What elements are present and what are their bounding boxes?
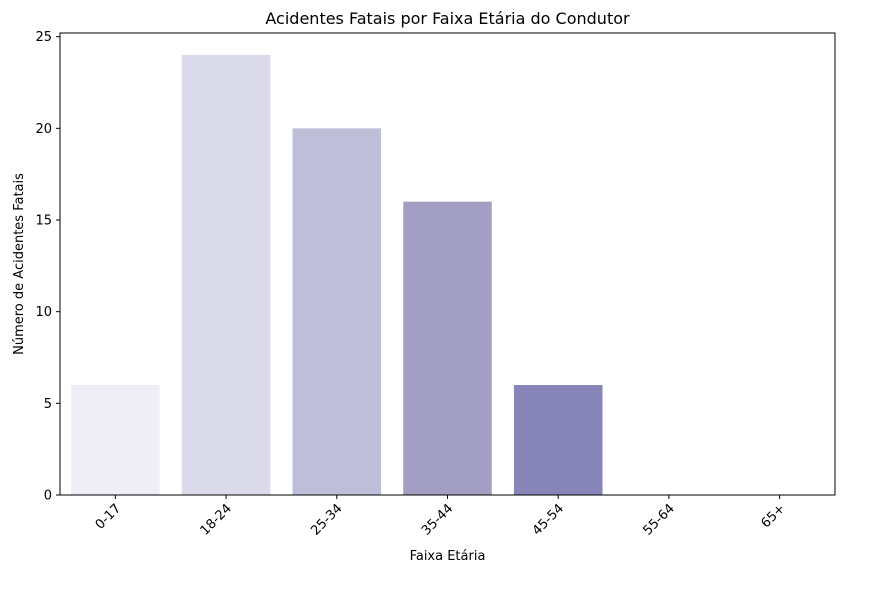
x-tick-label: 18-24 xyxy=(198,501,235,538)
x-tick-label: 55-64 xyxy=(640,501,677,538)
x-axis-title: Faixa Etária xyxy=(410,549,486,564)
bar-18-24 xyxy=(181,55,271,495)
y-tick-label: 10 xyxy=(35,305,52,320)
y-tick-label: 0 xyxy=(44,489,52,504)
bar-25-34 xyxy=(292,128,382,496)
y-axis: 0 5 10 15 20 25 xyxy=(35,30,60,504)
bar-35-44 xyxy=(403,201,492,495)
bar-45-54 xyxy=(513,385,603,495)
x-tick-label: 0-17 xyxy=(93,501,124,532)
y-axis-title: Número de Acidentes Fatais xyxy=(12,173,27,355)
x-tick-label: 35-44 xyxy=(419,501,456,538)
y-tick-label: 20 xyxy=(35,122,52,137)
bar-0-17 xyxy=(71,385,160,495)
x-tick-label: 25-34 xyxy=(308,501,345,538)
chart-title: Acidentes Fatais por Faixa Etária do Con… xyxy=(265,9,630,28)
x-tick-label: 45-54 xyxy=(530,501,567,538)
x-axis: 0-17 18-24 25-34 35-44 45-54 55-64 65+ xyxy=(93,495,788,539)
y-tick-label: 15 xyxy=(35,214,52,229)
x-tick-label: 65+ xyxy=(758,501,788,531)
y-tick-label: 25 xyxy=(35,30,52,45)
y-tick-label: 5 xyxy=(44,397,52,412)
plot-area xyxy=(71,55,603,496)
